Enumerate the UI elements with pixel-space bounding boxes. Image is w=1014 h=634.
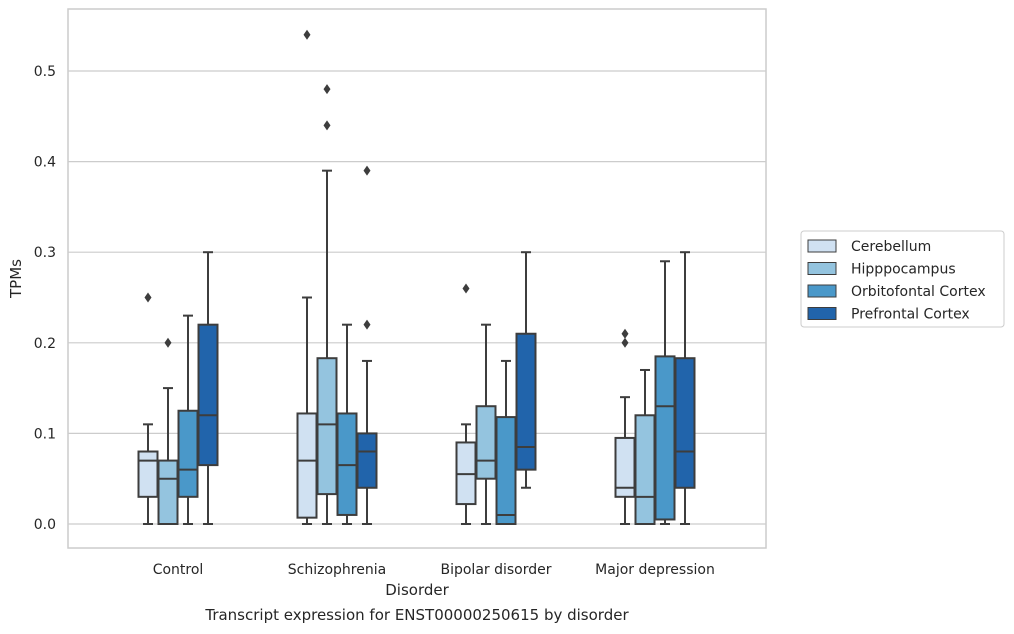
outlier-point bbox=[144, 292, 152, 303]
plot-frame bbox=[67, 8, 767, 549]
box-1-1 bbox=[316, 84, 338, 525]
outlier-point bbox=[621, 328, 629, 339]
y-tick-label: 0.2 bbox=[34, 336, 56, 352]
boxes-layer bbox=[137, 29, 696, 526]
y-axis-label: TPMs bbox=[7, 259, 25, 299]
legend-frame bbox=[800, 230, 1005, 328]
box-body bbox=[157, 459, 179, 525]
y-tick-label: 0.0 bbox=[34, 517, 56, 533]
outlier-point bbox=[323, 120, 331, 131]
box-body bbox=[177, 409, 199, 498]
legend-swatch bbox=[807, 239, 837, 253]
x-tick-label: Bipolar disorder bbox=[440, 562, 551, 578]
box-body bbox=[495, 416, 517, 526]
box-body bbox=[654, 355, 676, 521]
box-0-1 bbox=[296, 29, 318, 525]
outlier-point bbox=[462, 283, 470, 294]
box-body bbox=[197, 323, 219, 467]
y-tick-label: 0.5 bbox=[34, 64, 56, 80]
y-tick-label: 0.4 bbox=[34, 155, 56, 171]
x-tick-label: Control bbox=[153, 562, 204, 578]
box-2-1 bbox=[336, 323, 358, 525]
box-body bbox=[316, 357, 338, 496]
legend: Cerebellum Hipppocampus Orbitofontal Corte… bbox=[800, 230, 1005, 328]
x-axis-label: Disorder bbox=[385, 581, 449, 599]
box-body bbox=[137, 450, 159, 498]
legend-swatch bbox=[807, 307, 837, 320]
box-1-0 bbox=[157, 337, 179, 525]
x-tick-labels: Control Schizophrenia Bipolar disorder Majo… bbox=[153, 562, 715, 578]
box-0-2 bbox=[455, 283, 477, 525]
box-body bbox=[356, 432, 378, 489]
y-tick-label: 0.3 bbox=[34, 245, 56, 261]
box-3-0 bbox=[197, 251, 219, 525]
box-body bbox=[674, 357, 696, 489]
box-1-3 bbox=[634, 368, 656, 525]
legend-label: Orbitofontal Cortex bbox=[851, 284, 986, 300]
figure-caption: Transcript expression for ENST0000025061… bbox=[205, 606, 629, 624]
legend-swatch bbox=[807, 262, 837, 275]
outlier-point bbox=[363, 319, 371, 330]
box-body bbox=[296, 412, 318, 519]
box-2-0 bbox=[177, 314, 199, 525]
y-tick-label: 0.1 bbox=[34, 426, 56, 442]
legend-label: Hipppocampus bbox=[851, 262, 956, 278]
x-tick-label: Major depression bbox=[595, 562, 715, 578]
legend-label: Prefrontal Cortex bbox=[851, 307, 970, 323]
outlier-point bbox=[164, 337, 172, 348]
x-tick-label: Schizophrenia bbox=[288, 562, 386, 578]
outlier-point bbox=[363, 165, 371, 176]
box-body bbox=[515, 332, 537, 471]
box-3-2 bbox=[515, 251, 537, 489]
outlier-point bbox=[621, 337, 629, 348]
box-body bbox=[634, 414, 656, 525]
y-tick-labels: 0.0 0.1 0.2 0.3 0.4 0.5 bbox=[34, 64, 56, 533]
box-2-3 bbox=[654, 260, 676, 525]
box-0-3 bbox=[614, 328, 636, 525]
box-0-0 bbox=[137, 292, 159, 525]
outlier-point bbox=[303, 29, 311, 40]
legend-swatch bbox=[807, 284, 837, 298]
outlier-point bbox=[323, 84, 331, 95]
legend-label: Cerebellum bbox=[851, 239, 931, 255]
box-3-1 bbox=[356, 165, 378, 525]
box-body bbox=[475, 405, 497, 480]
box-1-2 bbox=[475, 323, 497, 525]
box-3-3 bbox=[674, 251, 696, 525]
box-2-2 bbox=[495, 359, 517, 526]
